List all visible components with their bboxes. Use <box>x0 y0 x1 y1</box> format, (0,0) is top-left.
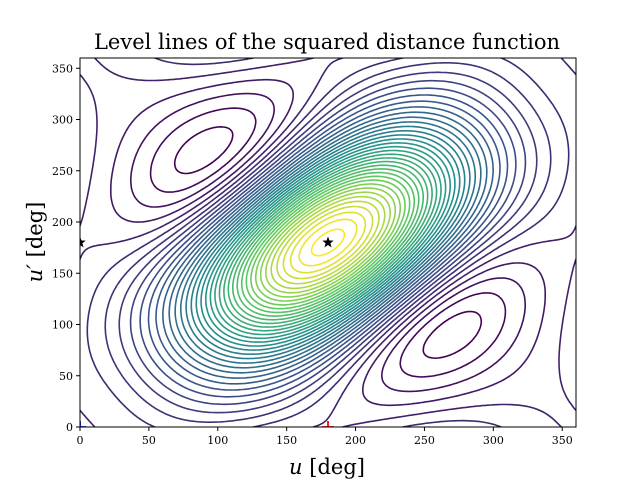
level-line <box>259 187 397 298</box>
level-line <box>310 228 346 257</box>
level-line <box>200 138 456 347</box>
critical-point-markers <box>80 236 334 427</box>
x-tick-label: 0 <box>77 434 84 447</box>
level-line <box>240 171 416 314</box>
y-tick-label: 0 <box>66 421 73 434</box>
level-line <box>185 125 471 360</box>
x-tick-label: 300 <box>483 434 504 447</box>
y-tick-label: 250 <box>52 165 73 178</box>
x-tick-label: 200 <box>345 434 366 447</box>
x-tick-label: 150 <box>276 434 297 447</box>
level-line <box>245 175 411 310</box>
level-line <box>174 116 482 369</box>
y-tick-label: 150 <box>52 267 73 280</box>
x-tick-label: 350 <box>552 434 573 447</box>
level-line <box>162 106 494 379</box>
x-tick-label: 50 <box>142 434 156 447</box>
chart-title: Level lines of the squared distance func… <box>94 30 560 54</box>
y-tick-label: 350 <box>52 62 73 75</box>
x-axis-symbol: u <box>289 455 303 479</box>
level-line <box>195 134 461 351</box>
level-line <box>218 153 438 332</box>
x-axis-ticks: 0 50 100 150 200 250 300 350 <box>77 427 573 447</box>
y-axis-label: u′ [deg] <box>23 202 47 283</box>
level-line <box>236 168 420 317</box>
y-tick-label: 100 <box>52 319 73 332</box>
y-tick-label: 50 <box>59 370 73 383</box>
level-line <box>282 205 374 280</box>
level-line <box>276 200 380 285</box>
y-tick-label: 300 <box>52 114 73 127</box>
x-axis-unit: [deg] <box>309 455 365 479</box>
level-line <box>205 142 451 343</box>
level-line <box>250 179 406 306</box>
plot-frame <box>79 57 577 428</box>
maximum-plus-marker <box>322 421 334 427</box>
level-line <box>227 160 429 325</box>
level-line <box>173 126 483 359</box>
level-line <box>190 130 466 355</box>
level-line <box>298 218 358 267</box>
level-line <box>180 121 476 364</box>
saddle-star-marker <box>322 236 334 248</box>
level-line <box>149 107 507 378</box>
level-line <box>209 145 447 340</box>
level-line <box>270 195 386 290</box>
level-line <box>104 62 552 423</box>
level-line <box>139 87 517 398</box>
level-line <box>168 111 488 374</box>
y-axis-symbol: u′ <box>23 264 47 283</box>
level-line <box>147 94 509 391</box>
x-tick-label: 100 <box>207 434 228 447</box>
level-line <box>265 191 391 294</box>
x-tick-label: 250 <box>414 434 435 447</box>
y-axis-unit: [deg] <box>23 202 47 258</box>
level-line <box>130 92 526 393</box>
level-line <box>110 78 546 407</box>
level-line <box>232 164 424 321</box>
level-line <box>214 149 442 336</box>
level-line <box>118 71 538 414</box>
saddle-star-marker <box>80 236 86 248</box>
level-line <box>129 79 527 406</box>
y-axis-ticks: 0 50 100 150 200 250 300 350 <box>52 62 80 434</box>
level-line <box>155 100 501 385</box>
level-line <box>289 211 367 274</box>
level-line <box>223 157 433 328</box>
level-line <box>254 183 402 302</box>
level-line <box>86 58 570 427</box>
x-axis-label: u [deg] <box>289 455 365 479</box>
y-tick-label: 200 <box>52 216 73 229</box>
